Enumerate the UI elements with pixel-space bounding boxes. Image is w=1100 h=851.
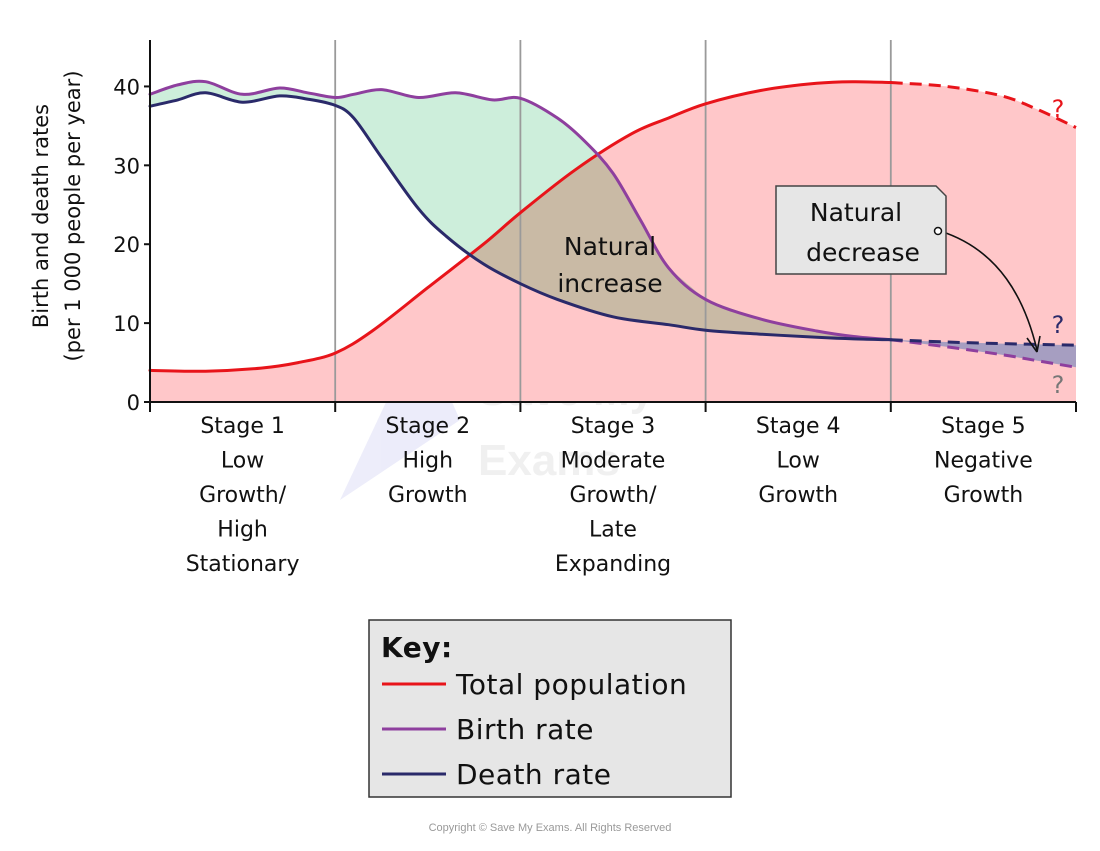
stage-label-line: Growth/ <box>569 483 657 508</box>
death-rate-line-projection <box>890 338 1077 347</box>
birth-rate-question-mark: ? <box>1052 371 1065 399</box>
stage-label-line: Stage 1 <box>200 414 285 439</box>
stage-label-5: Stage 5 Negative Growth <box>934 414 1033 508</box>
stage-label-line: Growth <box>758 483 838 508</box>
stage-label-line: Stage 4 <box>756 414 841 439</box>
x-axis-ticks <box>149 402 1077 412</box>
stage-label-line: Stage 3 <box>571 414 656 439</box>
y-tick-label: 10 <box>113 312 140 336</box>
stage-label-line: Growth <box>388 483 468 508</box>
legend-box <box>368 619 732 798</box>
natural-decrease-line-2: decrease <box>806 238 920 267</box>
callout-arrow <box>939 230 1038 351</box>
y-tick-label: 0 <box>127 391 140 415</box>
birth-rate-line-projection <box>890 338 1077 369</box>
natural-increase-annotation: Natural increase <box>557 232 662 298</box>
legend: Key: Total population Birth rate Death rat… <box>368 619 732 798</box>
callout-arrowhead <box>1026 335 1041 353</box>
stage-label-line: Stationary <box>186 552 300 577</box>
stage-label-line: Expanding <box>555 552 671 577</box>
y-axis-label: Birth and death rates (per 1 000 people … <box>29 70 85 361</box>
stage-label-1: Stage 1 Low Growth/High Stationary <box>186 414 300 577</box>
callout-label-box <box>775 185 947 275</box>
legend-item-label: Death rate <box>456 758 611 791</box>
stage-label-line: Low <box>221 449 264 474</box>
natural-decrease-area <box>890 339 1076 368</box>
stage-label-line: Late <box>589 518 637 543</box>
stage-label-line: Stage 2 <box>386 414 471 439</box>
y-tick-label: 40 <box>113 75 140 99</box>
stage-label-3: Stage 3 Moderate Growth/Late Expanding <box>555 414 671 577</box>
natural-decrease-line-1: Natural <box>810 198 902 227</box>
callout-pin <box>933 226 943 236</box>
copyright-text: Copyright © Save My Exams. All Rights Re… <box>429 822 672 834</box>
natural-increase-line-1: Natural <box>564 232 656 261</box>
death-rate-line <box>148 91 893 342</box>
svg-text:Exams: Exams <box>478 436 620 485</box>
stage-label-line: Stage 5 <box>941 414 1026 439</box>
legend-item-label: Birth rate <box>456 713 594 746</box>
y-tick-label: 20 <box>113 233 140 257</box>
stage-label-line: High <box>217 518 268 543</box>
stage-label-line: Low <box>777 449 820 474</box>
stage-label-line: Growth <box>944 483 1024 508</box>
legend-title: Key: <box>381 631 453 664</box>
y-axis-ticks: 0 10 20 30 40 <box>113 75 150 415</box>
birth-rate-line <box>148 79 893 342</box>
natural-decrease-callout: Natural decrease <box>775 185 1041 353</box>
population-question-mark: ? <box>1052 95 1065 123</box>
legend-items: Total population Birth rate Death rate <box>382 668 687 791</box>
natural-increase-line-2: increase <box>557 269 662 298</box>
death-rate-question-mark: ? <box>1052 311 1065 339</box>
stage-label-2: Stage 2 High Growth <box>386 414 471 508</box>
chart-lines <box>148 79 1077 373</box>
y-axis-label-line-2: (per 1 000 people per year) <box>61 70 85 361</box>
stage-label-line: Negative <box>934 449 1033 474</box>
stage-labels: Stage 1 Low Growth/High Stationary Stage 2 Hi… <box>186 414 1033 577</box>
stage-label-4: Stage 4 Low Growth <box>756 414 841 508</box>
stage-label-line: Moderate <box>561 449 666 474</box>
y-tick-label: 30 <box>113 154 140 178</box>
y-axis-label-line-1: Birth and death rates <box>29 104 53 328</box>
stage-label-line: High <box>403 449 454 474</box>
legend-item-label: Total population <box>455 668 687 701</box>
population-line <box>148 80 893 373</box>
stage-label-line: Growth/ <box>199 483 287 508</box>
